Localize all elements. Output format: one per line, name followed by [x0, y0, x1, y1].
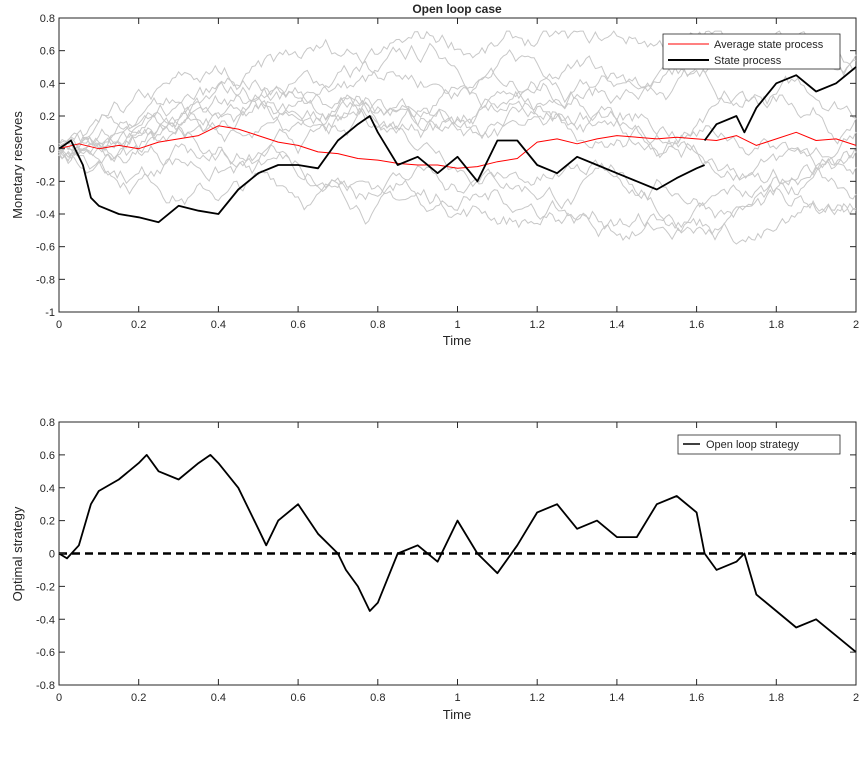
top-plot-series [58, 66, 857, 224]
top-plot-y-axis-label: Monetary reserves [10, 111, 25, 219]
top-plot: 0 0.2 0.4 0.6 0.8 1 1.2 1.4 1.6 1.8 2 -1 -0.8 -0.6 -0… [10, 2, 859, 348]
legend-label-open-loop-strategy: Open loop strategy [706, 439, 799, 451]
background-sample-path [58, 60, 857, 158]
y-tick-label: 0 [49, 144, 55, 156]
y-tick-label: 0.4 [40, 78, 55, 90]
x-tick-label: 1.6 [689, 319, 704, 331]
bottom-plot-series [58, 453, 857, 653]
legend-label-average-state: Average state process [714, 39, 824, 51]
y-tick-label: 0.8 [40, 13, 55, 25]
y-tick-label: -0.2 [36, 176, 55, 188]
y-tick-label: -0.2 [36, 581, 55, 593]
x-tick-label: 1.4 [609, 319, 624, 331]
top-series-line-1 [58, 115, 705, 224]
background-sample-path [58, 75, 857, 174]
x-tick-label: 0.4 [211, 692, 226, 704]
y-tick-label: 0.4 [40, 483, 55, 495]
bottom-plot-x-ticks: 0 0.2 0.4 0.6 0.8 1 1.2 1.4 1.6 1.8 2 [56, 422, 859, 704]
x-tick-label: 0 [56, 692, 62, 704]
y-tick-label: -0.4 [36, 614, 55, 626]
bottom-plot-legend: Open loop strategy [677, 434, 841, 455]
background-sample-path [58, 143, 857, 245]
y-tick-label: 0.6 [40, 450, 55, 462]
x-tick-label: 2 [853, 319, 859, 331]
y-tick-label: 0.2 [40, 111, 55, 123]
bottom-plot-y-axis-label: Optimal strategy [10, 506, 25, 601]
x-tick-label: 0.4 [211, 319, 226, 331]
bottom-series-line-0 [58, 453, 857, 653]
y-tick-label: -0.8 [36, 274, 55, 286]
background-sample-path [58, 93, 857, 170]
background-sample-path [58, 67, 857, 186]
top-plot-title: Open loop case [412, 2, 502, 16]
legend-label-state-process: State process [714, 55, 782, 67]
background-sample-path [58, 107, 857, 219]
background-sample-path [58, 146, 857, 238]
y-tick-label: -0.6 [36, 647, 55, 659]
bottom-plot-x-axis-label: Time [443, 707, 471, 722]
y-tick-label: 0.2 [40, 516, 55, 528]
y-tick-label: 0.8 [40, 417, 55, 429]
x-tick-label: 1.2 [530, 692, 545, 704]
x-tick-label: 1 [454, 692, 460, 704]
x-tick-label: 0.2 [131, 692, 146, 704]
x-tick-label: 0 [56, 319, 62, 331]
top-plot-x-axis-label: Time [443, 333, 471, 348]
bottom-plot: 0 0.2 0.4 0.6 0.8 1 1.2 1.4 1.6 1.8 2 -0.8 -0.6 -0.4… [10, 417, 859, 722]
x-tick-label: 2 [853, 692, 859, 704]
bottom-plot-y-ticks: -0.8 -0.6 -0.4 -0.2 0 0.2 0.4 0.6 0.8 [36, 417, 856, 692]
x-tick-label: 1.2 [530, 319, 545, 331]
y-tick-label: -0.6 [36, 242, 55, 254]
y-tick-label: -0.8 [36, 680, 55, 692]
y-tick-label: -1 [45, 307, 55, 319]
x-tick-label: 0.6 [290, 319, 305, 331]
x-tick-label: 0.6 [290, 692, 305, 704]
x-tick-label: 0.2 [131, 319, 146, 331]
x-tick-label: 1.6 [689, 692, 704, 704]
background-sample-path [58, 38, 857, 181]
x-tick-label: 0.8 [370, 692, 385, 704]
y-tick-label: 0 [49, 549, 55, 561]
top-plot-legend: Average state process State process [662, 33, 841, 70]
top-plot-y-ticks: -1 -0.8 -0.6 -0.4 -0.2 0 0.2 0.4 0.6 0.8 [36, 13, 856, 319]
top-plot-x-ticks: 0 0.2 0.4 0.6 0.8 1 1.2 1.4 1.6 1.8 2 [56, 18, 859, 331]
x-tick-label: 0.8 [370, 319, 385, 331]
x-tick-label: 1.8 [769, 692, 784, 704]
top-series-line-0 [58, 125, 857, 169]
x-tick-label: 1.4 [609, 692, 624, 704]
x-tick-label: 1.8 [769, 319, 784, 331]
y-tick-label: -0.4 [36, 209, 55, 221]
top-series-line-2 [703, 66, 857, 142]
x-tick-label: 1 [454, 319, 460, 331]
y-tick-label: 0.6 [40, 46, 55, 58]
